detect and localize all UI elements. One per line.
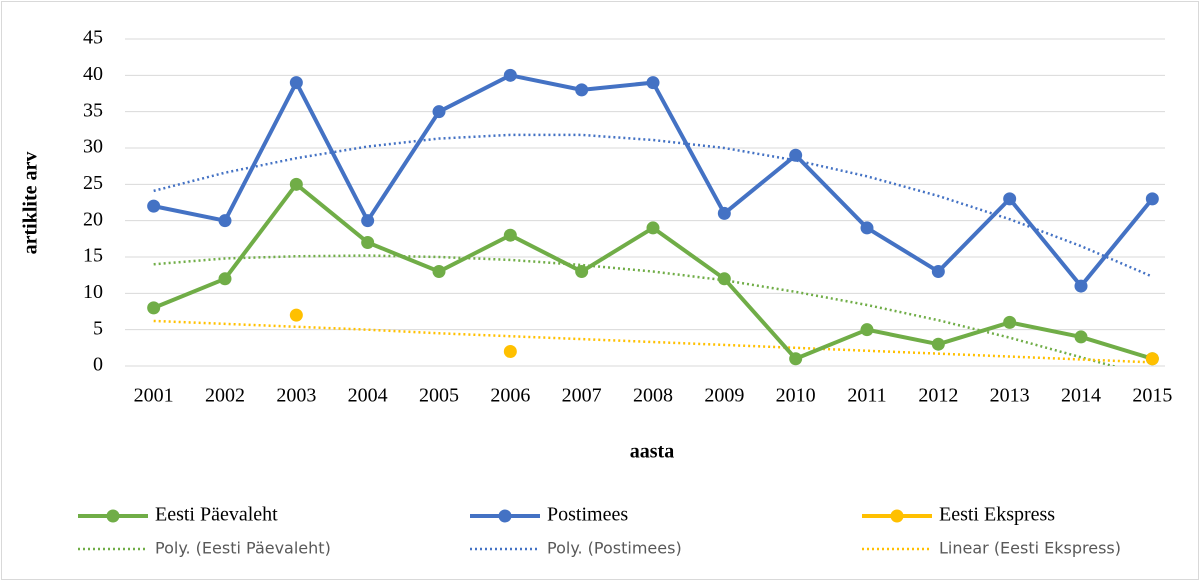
y-tick-label: 0 bbox=[93, 354, 103, 376]
point-marker bbox=[717, 272, 731, 286]
legend-marker bbox=[890, 509, 904, 523]
y-tick-label: 35 bbox=[83, 99, 103, 121]
y-tick-label: 40 bbox=[83, 63, 103, 85]
legend-label: Poly. (Postimees) bbox=[547, 539, 682, 558]
x-tick-label: 2009 bbox=[704, 385, 744, 407]
point-marker bbox=[1074, 279, 1088, 293]
point-marker bbox=[646, 221, 660, 235]
y-tick-label: 45 bbox=[83, 27, 103, 49]
point-marker bbox=[147, 199, 161, 213]
trend-line bbox=[153, 319, 1153, 364]
y-tick-label: 25 bbox=[83, 172, 103, 194]
legend-marker bbox=[498, 509, 512, 523]
x-tick-label: 2013 bbox=[990, 385, 1030, 407]
point-marker bbox=[289, 308, 303, 322]
x-tick-label: 2014 bbox=[1061, 385, 1101, 407]
point-marker bbox=[289, 177, 303, 191]
point-marker bbox=[503, 228, 517, 242]
legend-label: Poly. (Eesti Päevaleht) bbox=[155, 539, 331, 558]
point-marker bbox=[218, 214, 232, 228]
point-marker bbox=[789, 352, 803, 366]
y-tick-label: 10 bbox=[83, 281, 103, 303]
legend-marker bbox=[106, 509, 120, 523]
point-marker bbox=[147, 301, 161, 315]
trend-line bbox=[153, 133, 1153, 278]
point-marker bbox=[432, 265, 446, 279]
point-marker bbox=[432, 105, 446, 119]
y-axis-title: artiklite arv bbox=[20, 152, 42, 255]
legend-label: Eesti Ekspress bbox=[939, 504, 1055, 526]
point-marker bbox=[1145, 352, 1159, 366]
legend-label: Postimees bbox=[547, 504, 628, 526]
x-tick-label: 2002 bbox=[205, 385, 245, 407]
legend-label: Eesti Päevaleht bbox=[155, 504, 278, 526]
y-tick-label: 5 bbox=[93, 317, 103, 339]
y-tick-label: 30 bbox=[83, 136, 103, 158]
point-marker bbox=[1003, 192, 1017, 206]
x-tick-label: 2015 bbox=[1132, 385, 1172, 407]
point-marker bbox=[361, 235, 375, 249]
x-tick-label: 2007 bbox=[562, 385, 602, 407]
point-marker bbox=[931, 265, 945, 279]
point-marker bbox=[218, 272, 232, 286]
point-marker bbox=[1145, 192, 1159, 206]
y-tick-label: 20 bbox=[83, 208, 103, 230]
x-tick-label: 2003 bbox=[276, 385, 316, 407]
point-marker bbox=[575, 83, 589, 97]
point-marker bbox=[860, 221, 874, 235]
point-marker bbox=[503, 68, 517, 82]
x-tick-label: 2001 bbox=[134, 385, 174, 407]
x-tick-label: 2010 bbox=[776, 385, 816, 407]
point-marker bbox=[717, 206, 731, 220]
point-marker bbox=[1003, 315, 1017, 329]
x-tick-label: 2006 bbox=[490, 385, 530, 407]
x-tick-label: 2008 bbox=[633, 385, 673, 407]
legend-label: Linear (Eesti Ekspress) bbox=[939, 539, 1121, 558]
x-axis-title: aasta bbox=[630, 441, 674, 463]
point-marker bbox=[646, 76, 660, 90]
point-marker bbox=[575, 265, 589, 279]
point-marker bbox=[931, 337, 945, 351]
trend-line bbox=[153, 254, 1118, 366]
y-tick-label: 15 bbox=[83, 245, 103, 267]
point-marker bbox=[1074, 330, 1088, 344]
point-marker bbox=[503, 344, 517, 358]
x-tick-label: 2005 bbox=[419, 385, 459, 407]
x-tick-label: 2011 bbox=[847, 385, 886, 407]
point-marker bbox=[860, 323, 874, 337]
point-marker bbox=[361, 214, 375, 228]
point-marker bbox=[289, 76, 303, 90]
x-tick-label: 2012 bbox=[918, 385, 958, 407]
x-tick-label: 2004 bbox=[348, 385, 388, 407]
point-marker bbox=[789, 148, 803, 162]
